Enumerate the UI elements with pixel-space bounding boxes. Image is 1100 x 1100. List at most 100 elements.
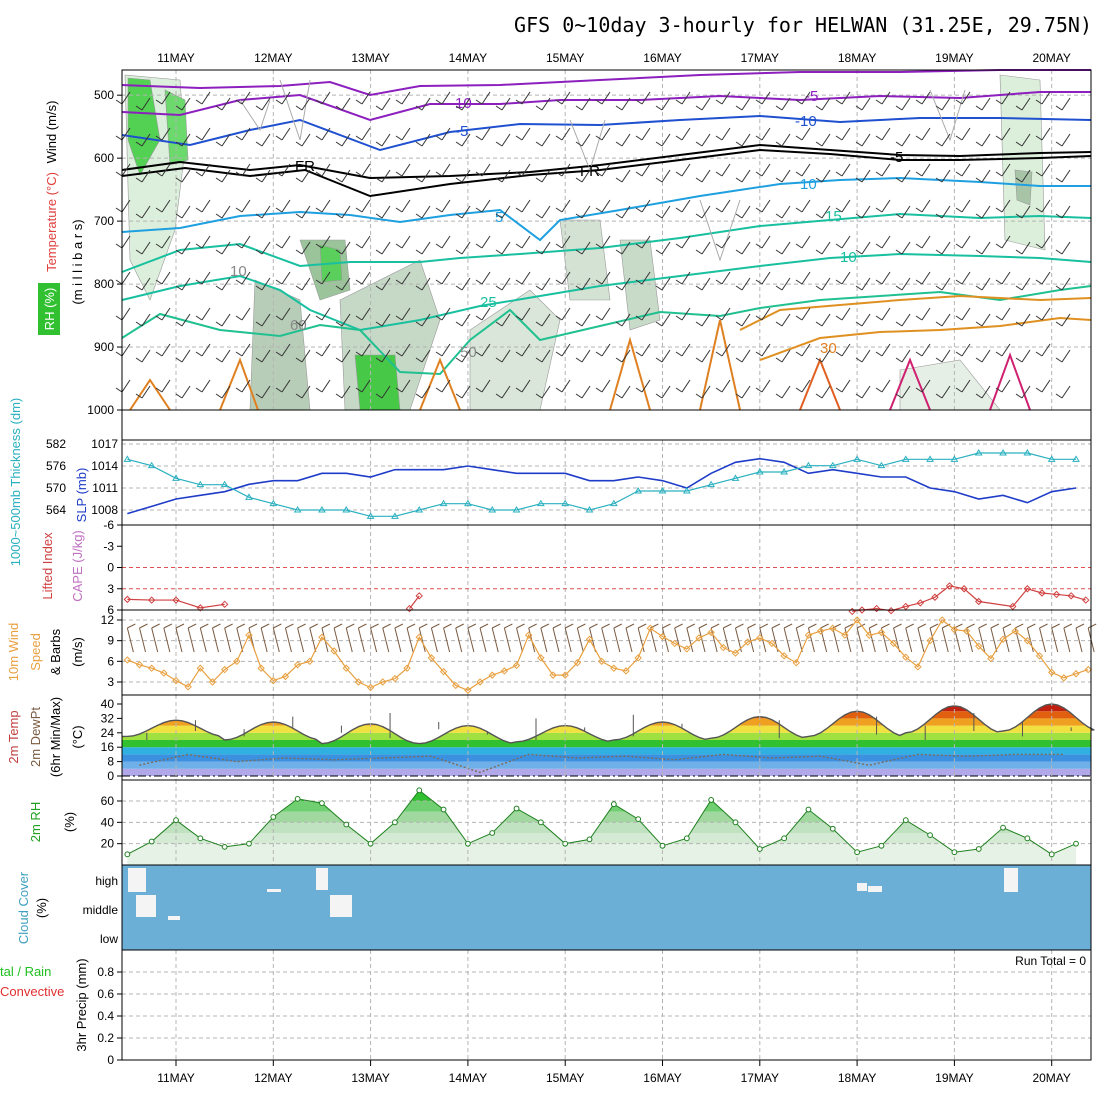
wind-barb bbox=[135, 349, 151, 363]
barb-flag bbox=[175, 141, 183, 147]
barb-staff bbox=[721, 163, 731, 177]
barb-staff bbox=[921, 91, 931, 105]
barb-staff bbox=[761, 235, 771, 249]
wind-barb bbox=[555, 199, 571, 213]
wind-speed-marker bbox=[780, 652, 788, 660]
wind-barb-10m-flag bbox=[406, 623, 416, 629]
barb-flag bbox=[635, 387, 643, 393]
wind-barb bbox=[835, 163, 851, 177]
wind-barb bbox=[195, 127, 211, 141]
wind-barb bbox=[335, 169, 351, 183]
wind-barb-10m bbox=[698, 627, 706, 653]
barb-flag bbox=[735, 213, 743, 219]
wind-speed-marker bbox=[172, 676, 180, 685]
wind-ylabel-b: Speed bbox=[28, 633, 43, 671]
wind-barb bbox=[675, 163, 691, 177]
barb-flag bbox=[115, 351, 123, 357]
rh-shade bbox=[127, 77, 161, 176]
wind-barb bbox=[415, 241, 431, 255]
barb-flag bbox=[455, 393, 463, 399]
temperature-contour bbox=[121, 69, 1091, 97]
barb-staff bbox=[761, 307, 771, 321]
wind-speed-marker bbox=[926, 636, 934, 645]
wind-barb bbox=[315, 127, 331, 141]
wind-speed-marker bbox=[610, 664, 618, 672]
wind-barb bbox=[635, 271, 651, 285]
wind-speed-marker bbox=[1035, 652, 1044, 660]
wind-barb bbox=[795, 379, 811, 393]
barb-staff bbox=[441, 199, 451, 213]
wind-barb bbox=[635, 199, 651, 213]
barb-flag bbox=[1015, 357, 1023, 363]
barb-flag bbox=[695, 357, 703, 363]
barb-flag bbox=[295, 249, 303, 255]
wind-barb bbox=[915, 163, 931, 177]
wind-barb-10m-flag bbox=[528, 623, 537, 629]
barb-flag bbox=[695, 141, 703, 147]
wind-barb bbox=[495, 205, 511, 219]
day-label-top: 12MAY bbox=[254, 51, 292, 65]
barb-staff bbox=[181, 133, 191, 147]
wind-barb-10m bbox=[637, 627, 645, 653]
wind-barb bbox=[915, 235, 931, 249]
wind-speed-marker bbox=[391, 674, 399, 683]
barb-flag bbox=[1035, 351, 1043, 357]
wind-barb bbox=[555, 379, 571, 393]
day-label-top: 20MAY bbox=[1032, 51, 1070, 65]
barb-staff bbox=[221, 205, 231, 219]
wind-barb-10m-flag bbox=[1014, 623, 1024, 629]
wind-barb bbox=[855, 241, 871, 255]
barb-flag bbox=[975, 393, 983, 399]
temperature-contour bbox=[889, 357, 931, 411]
barb-flag bbox=[415, 141, 423, 147]
barb-staff bbox=[161, 343, 171, 357]
barb-flag bbox=[835, 243, 843, 249]
barb-staff bbox=[581, 205, 591, 219]
barb-staff bbox=[961, 127, 971, 141]
barb-flag bbox=[435, 135, 443, 141]
li-marker bbox=[172, 596, 180, 604]
barb-staff bbox=[461, 313, 471, 327]
barb-staff bbox=[521, 343, 531, 357]
barb-staff bbox=[601, 163, 611, 177]
barb-staff bbox=[821, 169, 831, 183]
barb-staff bbox=[421, 97, 431, 111]
barb-flag bbox=[135, 321, 143, 327]
wind-barb bbox=[615, 205, 631, 219]
barb-flag bbox=[955, 99, 963, 105]
barb-flag bbox=[155, 279, 163, 285]
wind-barb-10m-flag bbox=[637, 623, 647, 629]
barb-staff bbox=[221, 241, 231, 255]
barb-staff bbox=[921, 343, 931, 357]
barb-flag bbox=[435, 207, 443, 213]
barb-staff bbox=[841, 343, 851, 357]
barb-flag bbox=[615, 321, 623, 327]
barb-flag bbox=[915, 279, 923, 285]
wind-speed-marker bbox=[829, 624, 837, 632]
top-day-labels: 11MAY 12MAY 13MAY 14MAY 15MAY 16MAY 17MAY 18MAY… bbox=[157, 51, 1071, 65]
barb-staff bbox=[301, 169, 311, 183]
barb-staff bbox=[861, 133, 871, 147]
wind-barb bbox=[275, 199, 291, 213]
wind-barb bbox=[975, 349, 991, 363]
slp-marker bbox=[415, 506, 424, 513]
slp-marker bbox=[196, 480, 205, 488]
wind-barb bbox=[315, 163, 331, 177]
cape-ylabel: CAPE (J/kg) bbox=[70, 530, 85, 602]
barb-staff bbox=[421, 133, 431, 147]
wind-barb bbox=[355, 271, 371, 285]
barb-staff bbox=[281, 379, 291, 393]
barb-flag bbox=[155, 207, 163, 213]
barb-staff bbox=[301, 313, 311, 327]
barb-flag bbox=[875, 387, 883, 393]
barb-flag bbox=[335, 321, 343, 327]
wind-barb bbox=[755, 91, 771, 105]
cloud-level-label: high bbox=[95, 874, 118, 888]
wind-barb bbox=[355, 127, 371, 141]
barb-staff bbox=[981, 277, 991, 291]
thick-frame bbox=[121, 439, 1092, 526]
barb-flag bbox=[455, 357, 463, 363]
rh-marker bbox=[1048, 851, 1055, 858]
slp-tick: 1008 bbox=[91, 503, 118, 517]
barb-flag bbox=[455, 141, 463, 147]
